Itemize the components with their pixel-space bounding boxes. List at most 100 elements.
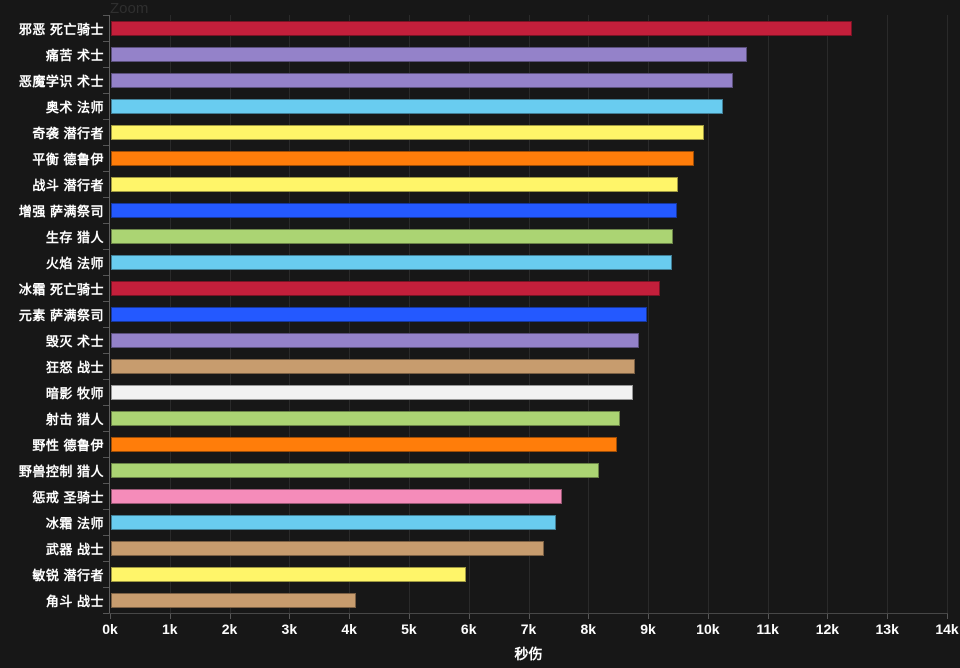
dps-bar[interactable]: [111, 514, 557, 530]
x-tick-label: 12k: [815, 621, 840, 637]
y-tick: [103, 587, 109, 588]
category-label: 暗影 牧师: [45, 385, 104, 401]
dps-bar[interactable]: [111, 176, 679, 192]
category-label: 武器 战士: [45, 541, 104, 557]
category-label: 射击 猎人: [45, 411, 104, 427]
gridline: [648, 15, 650, 613]
dps-bar[interactable]: [111, 98, 724, 114]
x-axis-labels: 0k 1k 2k 3k 4k 5k 6k 7k 8k 9k 10k 11k 12k 13k 14k: [0, 621, 960, 637]
category-label: 战斗 潜行者: [32, 177, 104, 193]
chart-row: [110, 301, 947, 327]
category-label: 恶魔学识 术士: [18, 73, 104, 89]
dps-bar[interactable]: [111, 20, 853, 36]
plot-area: [110, 15, 948, 613]
category-label: 火焰 法师: [45, 255, 104, 271]
category-label: 痛苦 术士: [45, 47, 104, 63]
dps-bar[interactable]: [111, 150, 694, 166]
y-axis-labels: 邪恶 死亡骑士痛苦 术士恶魔学识 术士奥术 法师奇袭 潜行者 平衡 德鲁伊 战斗 潜…: [0, 15, 104, 613]
dps-bar[interactable]: [111, 46, 748, 62]
chart-row: [110, 249, 947, 275]
x-tick: [408, 614, 410, 619]
x-tick: [528, 614, 530, 619]
category-label: 毁灭 术士: [45, 333, 104, 349]
y-tick: [103, 249, 109, 250]
x-tick: [289, 614, 291, 619]
x-tick: [947, 614, 948, 619]
gridline: [887, 15, 889, 613]
chart-row: [110, 405, 947, 431]
y-tick: [103, 171, 109, 172]
gridline: [707, 15, 709, 613]
category-label: 邪恶 死亡骑士: [18, 21, 104, 37]
chart-row: [110, 353, 947, 379]
chart-row: [110, 379, 947, 405]
chart-row: [110, 509, 947, 535]
y-tick: [103, 223, 109, 224]
y-tick: [103, 509, 109, 510]
category-label: 狂怒 战士: [45, 359, 104, 375]
x-tick-label: 8k: [580, 621, 597, 637]
chart-row: [110, 483, 947, 509]
category-label: 生存 猎人: [45, 229, 104, 245]
x-tick-label: 7k: [520, 621, 537, 637]
dps-bar[interactable]: [111, 488, 562, 504]
y-tick: [103, 613, 109, 614]
x-axis-line: [107, 613, 948, 614]
y-axis-line: [109, 15, 110, 614]
x-tick: [887, 614, 889, 619]
dps-bar[interactable]: [111, 384, 633, 400]
category-label: 惩戒 圣骑士: [32, 489, 104, 505]
y-tick: [103, 561, 109, 562]
category-label: 冰霜 死亡骑士: [18, 281, 104, 297]
category-label: 奥术 法师: [45, 99, 104, 115]
category-label: 野性 德鲁伊: [32, 437, 104, 453]
chart-row: [110, 561, 947, 587]
y-tick: [103, 93, 109, 94]
chart-row: [110, 197, 947, 223]
x-tick-label: 3k: [281, 621, 298, 637]
x-tick: [229, 614, 231, 619]
dps-bar[interactable]: [111, 436, 618, 452]
chart-row: [110, 171, 947, 197]
y-tick: [103, 379, 109, 380]
x-tick-label: 0k: [102, 621, 118, 637]
chart-row: [110, 93, 947, 119]
chart-row: [110, 327, 947, 353]
dps-bar[interactable]: [111, 254, 672, 270]
dps-bar[interactable]: [111, 228, 673, 244]
category-label: 奇袭 潜行者: [32, 125, 104, 141]
chart-row: [110, 145, 947, 171]
category-label: 元素 萨满祭司: [18, 307, 104, 323]
dps-bar[interactable]: [111, 124, 704, 140]
y-tick: [103, 405, 109, 406]
dps-bar[interactable]: [111, 540, 544, 556]
dps-bar[interactable]: [111, 410, 620, 426]
x-tick-label: 4k: [341, 621, 357, 637]
y-tick: [103, 145, 109, 146]
gridline: [827, 15, 829, 613]
dps-bar[interactable]: [111, 332, 640, 348]
y-tick: [103, 483, 109, 484]
dps-bar[interactable]: [111, 306, 647, 322]
dps-bar[interactable]: [111, 462, 600, 478]
y-tick: [103, 431, 109, 432]
x-tick: [349, 614, 351, 619]
chart-row: [110, 587, 947, 613]
dps-bar[interactable]: [111, 358, 636, 374]
x-tick: [707, 614, 709, 619]
dps-bar[interactable]: [111, 72, 733, 88]
chart-row: [110, 119, 947, 145]
dps-bar[interactable]: [111, 280, 661, 296]
x-tick: [588, 614, 590, 619]
chart-row: [110, 535, 947, 561]
dps-bar[interactable]: [111, 202, 678, 218]
x-tick-label: 6k: [460, 621, 477, 637]
dps-bar[interactable]: [111, 566, 467, 582]
x-tick-label: 10k: [696, 621, 720, 637]
chart-row: [110, 431, 947, 457]
dps-bar[interactable]: [111, 592, 357, 608]
category-label: 野兽控制 猎人: [18, 463, 104, 479]
category-label: 平衡 德鲁伊: [32, 151, 104, 167]
y-tick: [103, 457, 109, 458]
